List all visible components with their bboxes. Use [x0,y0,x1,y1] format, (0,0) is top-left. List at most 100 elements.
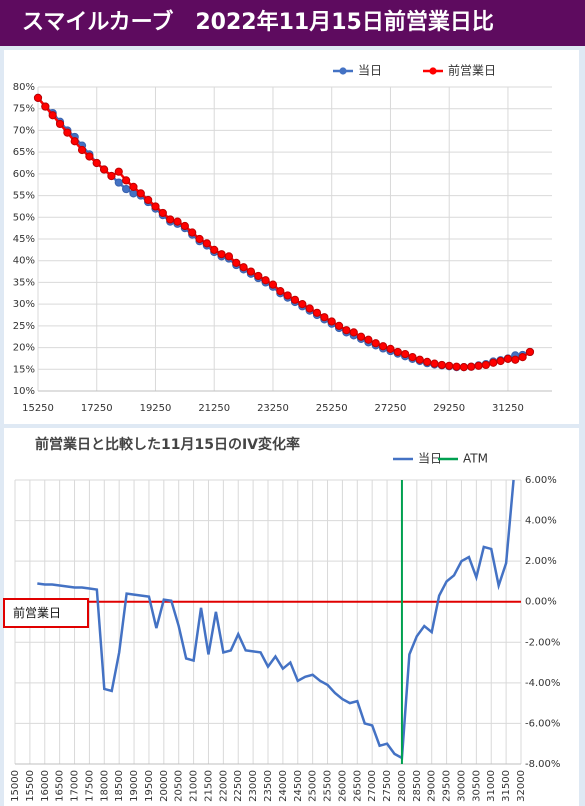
y-tick-label: 35% [13,277,35,288]
y-tick-label: -4.00% [525,678,560,689]
marker [210,245,219,254]
marker [129,182,138,191]
x-tick-label: 24000 [278,770,289,802]
legend-label: 当日 [358,64,382,78]
x-tick-label: 23000 [248,770,259,802]
x-tick-label: 30000 [456,770,467,802]
y-tick-label: -6.00% [525,718,560,729]
marker [99,165,109,174]
marker [445,361,454,370]
x-tick-label: 19500 [144,770,155,802]
marker [48,111,57,120]
x-tick-label: 25000 [308,770,319,802]
legend-marker [339,67,347,75]
x-tick-label: 27000 [367,770,378,802]
marker [122,184,131,194]
marker [158,208,167,218]
y-tick-label: 4.00% [525,516,557,527]
x-tick-label: 27500 [382,770,393,802]
panel [4,50,579,424]
y-tick-label: -8.00% [525,759,560,770]
legend-marker [429,67,437,75]
marker [386,344,395,353]
y-tick-label: 10% [13,386,35,397]
marker [33,93,43,102]
marker [408,353,417,362]
y-tick-label: 25% [13,321,35,332]
x-tick-label: 26000 [337,770,348,802]
marker [232,258,241,267]
marker [85,152,94,161]
y-tick-label: 65% [13,147,35,158]
marker [349,328,358,337]
marker [107,171,116,181]
marker [393,347,402,357]
marker [70,137,79,146]
x-tick-label: 16500 [55,770,66,802]
y-tick-label: 75% [13,104,35,115]
marker [114,178,123,187]
y-tick-label: 30% [13,299,35,310]
legend-label: ATM [463,452,488,466]
y-tick-label: 6.00% [525,475,557,486]
marker [283,291,292,300]
marker [371,339,380,348]
series-line [37,479,515,760]
x-tick-label: 22500 [233,770,244,802]
x-tick-label: 25500 [323,770,334,802]
x-tick-label: 20000 [159,770,170,802]
marker [356,332,366,341]
x-tick-label: 22000 [218,770,229,802]
marker [430,359,439,368]
marker [496,356,505,366]
x-tick-label: 15500 [25,770,36,802]
marker [224,252,234,261]
y-tick-label: 60% [13,169,35,180]
marker [298,300,307,309]
marker [144,195,153,205]
marker [334,321,344,330]
marker [180,221,189,231]
y-tick-label: 55% [13,191,35,202]
x-tick-label: 15250 [22,403,54,414]
x-tick-label: 17250 [81,403,113,414]
x-tick-label: 28000 [397,770,408,802]
marker [364,335,373,344]
y-tick-label: 2.00% [525,556,557,567]
marker [474,361,483,370]
marker [511,355,520,364]
marker [261,276,270,285]
y-tick-label: 0.00% [525,597,557,608]
legend-label: 当日 [418,452,442,466]
marker [77,145,87,155]
y-tick-label: 80% [13,82,35,93]
marker [188,228,197,237]
x-tick-label: 21000 [189,770,200,802]
marker [151,202,160,211]
x-tick-label: 15000 [10,770,21,802]
marker [239,263,248,272]
y-tick-label: 20% [13,343,35,354]
marker [415,355,424,364]
marker [379,342,388,351]
marker [246,267,256,276]
legend-label: 前営業日 [448,63,496,78]
y-tick-label: 15% [13,364,35,375]
marker [63,128,72,137]
x-tick-label: 18500 [114,770,125,802]
marker [217,250,226,259]
marker [55,119,65,129]
marker [518,353,527,362]
page-title: スマイルカーブ 2022年11月15日前営業日比 [0,0,585,46]
marker [268,280,278,289]
x-tick-label: 27250 [375,403,407,414]
x-tick-label: 23250 [257,403,289,414]
marker [122,176,131,185]
marker [92,158,101,168]
x-tick-label: 29500 [442,770,453,802]
y-tick-label: 50% [13,212,35,223]
x-tick-label: 31000 [486,770,497,802]
marker [312,308,322,317]
